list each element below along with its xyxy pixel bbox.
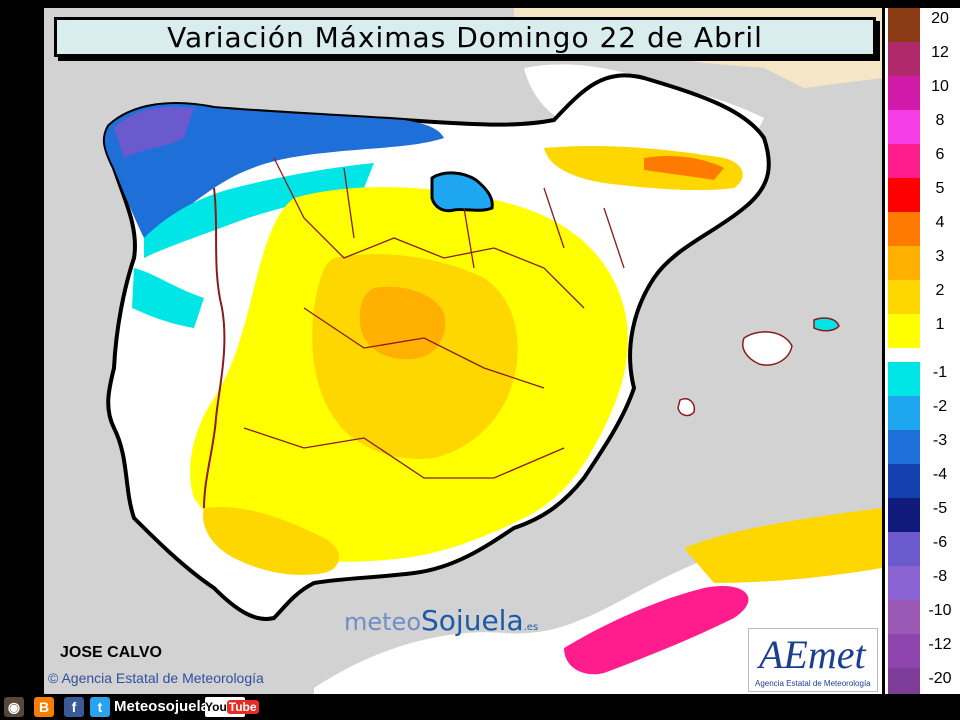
legend-label: -1 [932, 364, 948, 381]
aemet-logo: AEmet Agencia Estatal de Meteorología [748, 628, 878, 692]
legend-swatch [888, 246, 920, 280]
legend-label: -12 [928, 636, 952, 653]
author-name: JOSE CALVO [60, 644, 162, 661]
blogger-icon[interactable]: B [34, 697, 54, 717]
mallorca-island [742, 331, 793, 366]
legend-swatch [888, 362, 920, 396]
legend-label: 3 [935, 248, 945, 265]
legend-label: 2 [935, 282, 945, 299]
legend-label: -8 [932, 568, 948, 585]
legend-swatch [888, 464, 920, 498]
legend-label: -4 [932, 466, 948, 483]
legend-swatch [888, 42, 920, 76]
legend-label: -3 [932, 432, 948, 449]
legend-swatch [888, 178, 920, 212]
legend-label: 5 [935, 180, 945, 197]
legend-label: -10 [928, 602, 952, 619]
legend-label: 1 [935, 316, 945, 333]
legend-label: -5 [932, 500, 948, 517]
legend-swatch [888, 396, 920, 430]
menorca-island [813, 317, 840, 332]
facebook-icon[interactable]: f [64, 697, 84, 717]
social-bar: ◉ B f t Meteosojuela You Tube [0, 694, 960, 720]
color-legend: 20 12 10 8 6 5 4 3 2 1 -1 -2 -3 -4 -5 -6 -8 -10 -12 -20 [885, 8, 960, 702]
copyright-icon: © [48, 670, 59, 686]
meteosojuela-watermark: meteoSojuela.es [344, 604, 538, 637]
map-title: Variación Máximas Domingo 22 de Abril [54, 17, 876, 57]
legend-label: 4 [935, 214, 945, 231]
legend-swatch [888, 566, 920, 600]
la-rioja-region [430, 171, 494, 213]
strong-cold-northwest [114, 106, 194, 158]
watermark-part1: meteo [344, 608, 422, 636]
legend-label: 6 [935, 146, 945, 163]
legend-label: -2 [932, 398, 948, 415]
warm-anomaly-core [359, 286, 446, 360]
mild-cold-west [132, 268, 204, 328]
warm-anomaly-north-africa [684, 508, 882, 583]
legend-swatch [888, 144, 920, 178]
legend-label: 20 [931, 10, 949, 27]
legend-swatch [888, 8, 920, 42]
legend-swatch [888, 280, 920, 314]
twitter-icon[interactable]: t [90, 697, 110, 717]
hot-anomaly-north-africa [564, 586, 749, 675]
copyright-label: Agencia Estatal de Meteorología [61, 670, 264, 686]
province-borders [243, 157, 625, 479]
cold-anomaly-northwest [104, 103, 444, 238]
legend-label: 10 [931, 78, 949, 95]
aemet-logo-text: AEmet [759, 632, 866, 677]
social-account-name[interactable]: Meteosojuela [114, 698, 210, 715]
watermark-suffix: .es [523, 622, 539, 633]
legend-swatch [888, 532, 920, 566]
legend-swatch [888, 314, 920, 348]
instagram-icon[interactable]: ◉ [4, 697, 24, 717]
aemet-logo-subtitle: Agencia Estatal de Meteorología [755, 679, 871, 688]
legend-swatch [888, 600, 920, 634]
warm-anomaly-catalonia [644, 156, 724, 180]
legend-swatch [888, 212, 920, 246]
legend-swatch [888, 634, 920, 668]
legend-label: -20 [928, 670, 952, 687]
legend-label: 8 [935, 112, 945, 129]
portugal-border [203, 187, 226, 509]
temperature-variation-map [44, 8, 882, 694]
youtube-icon[interactable]: You Tube [205, 697, 259, 717]
warm-anomaly-northeast [544, 146, 743, 191]
legend-swatch [888, 498, 920, 532]
watermark-part2: Sojuela [421, 604, 524, 637]
legend-swatch [888, 110, 920, 144]
ibiza-island [677, 398, 696, 417]
legend-label: -6 [932, 534, 948, 551]
copyright-text: © Agencia Estatal de Meteorología [48, 670, 264, 686]
warm-anomaly-south [203, 507, 339, 575]
legend-label: 12 [931, 44, 949, 61]
legend-swatch [888, 430, 920, 464]
legend-swatch [888, 76, 920, 110]
mild-cold-band [144, 163, 374, 258]
map-graphic [44, 8, 882, 694]
